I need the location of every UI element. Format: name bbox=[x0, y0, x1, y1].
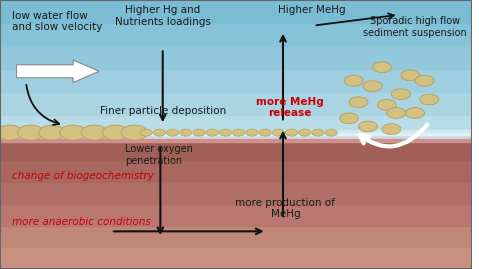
Text: more anaerobic conditions: more anaerobic conditions bbox=[12, 217, 151, 227]
Text: more production of
MeHg: more production of MeHg bbox=[235, 198, 335, 219]
Bar bbox=[0, 130, 472, 132]
Circle shape bbox=[232, 129, 245, 136]
Circle shape bbox=[206, 129, 218, 136]
Bar bbox=[0, 133, 472, 140]
Circle shape bbox=[153, 129, 166, 136]
Text: Higher MeHg: Higher MeHg bbox=[278, 5, 346, 15]
Circle shape bbox=[219, 129, 231, 136]
Circle shape bbox=[325, 129, 337, 136]
Circle shape bbox=[272, 129, 285, 136]
Circle shape bbox=[167, 129, 179, 136]
Circle shape bbox=[373, 62, 391, 73]
Text: Finer particle deposition: Finer particle deposition bbox=[100, 106, 226, 116]
Circle shape bbox=[340, 113, 358, 124]
Bar bbox=[0, 139, 472, 142]
Circle shape bbox=[180, 129, 192, 136]
Circle shape bbox=[259, 129, 271, 136]
Circle shape bbox=[358, 121, 377, 132]
Bar bbox=[0, 46, 472, 69]
Text: Higher Hg and
Nutrients loadings: Higher Hg and Nutrients loadings bbox=[115, 5, 211, 27]
Circle shape bbox=[363, 81, 382, 91]
Text: Sporadic high flow
sediment suspension: Sporadic high flow sediment suspension bbox=[363, 16, 467, 38]
Bar bbox=[0, 204, 472, 225]
Text: more MeHg
release: more MeHg release bbox=[256, 97, 324, 118]
Text: low water flow
and slow velocity: low water flow and slow velocity bbox=[12, 11, 102, 32]
Bar bbox=[0, 115, 472, 139]
Circle shape bbox=[60, 125, 86, 140]
Bar bbox=[0, 69, 472, 92]
Circle shape bbox=[298, 129, 311, 136]
Circle shape bbox=[349, 97, 368, 108]
Circle shape bbox=[382, 124, 401, 134]
Circle shape bbox=[103, 125, 129, 140]
Text: Lower oxygen
penetration: Lower oxygen penetration bbox=[125, 144, 193, 165]
Circle shape bbox=[401, 70, 420, 81]
Bar bbox=[0, 139, 472, 160]
Circle shape bbox=[312, 129, 324, 136]
Circle shape bbox=[344, 75, 363, 86]
Circle shape bbox=[81, 125, 108, 140]
Circle shape bbox=[415, 75, 434, 86]
Text: change of biogeochemistry: change of biogeochemistry bbox=[12, 171, 154, 181]
Bar bbox=[0, 0, 472, 23]
Bar bbox=[0, 92, 472, 115]
Bar bbox=[0, 131, 472, 134]
Circle shape bbox=[420, 94, 439, 105]
Circle shape bbox=[17, 125, 44, 140]
Circle shape bbox=[246, 129, 258, 136]
Circle shape bbox=[193, 129, 205, 136]
Circle shape bbox=[121, 125, 148, 140]
Circle shape bbox=[377, 100, 396, 110]
Bar bbox=[0, 182, 472, 204]
Circle shape bbox=[406, 108, 424, 118]
Circle shape bbox=[387, 108, 406, 118]
Bar bbox=[0, 225, 472, 247]
Polygon shape bbox=[16, 60, 99, 83]
Bar bbox=[0, 160, 472, 182]
Circle shape bbox=[285, 129, 297, 136]
Circle shape bbox=[0, 125, 23, 140]
Bar bbox=[0, 247, 472, 269]
Bar bbox=[0, 23, 472, 46]
Circle shape bbox=[39, 125, 65, 140]
Circle shape bbox=[140, 129, 152, 136]
Circle shape bbox=[391, 89, 411, 100]
